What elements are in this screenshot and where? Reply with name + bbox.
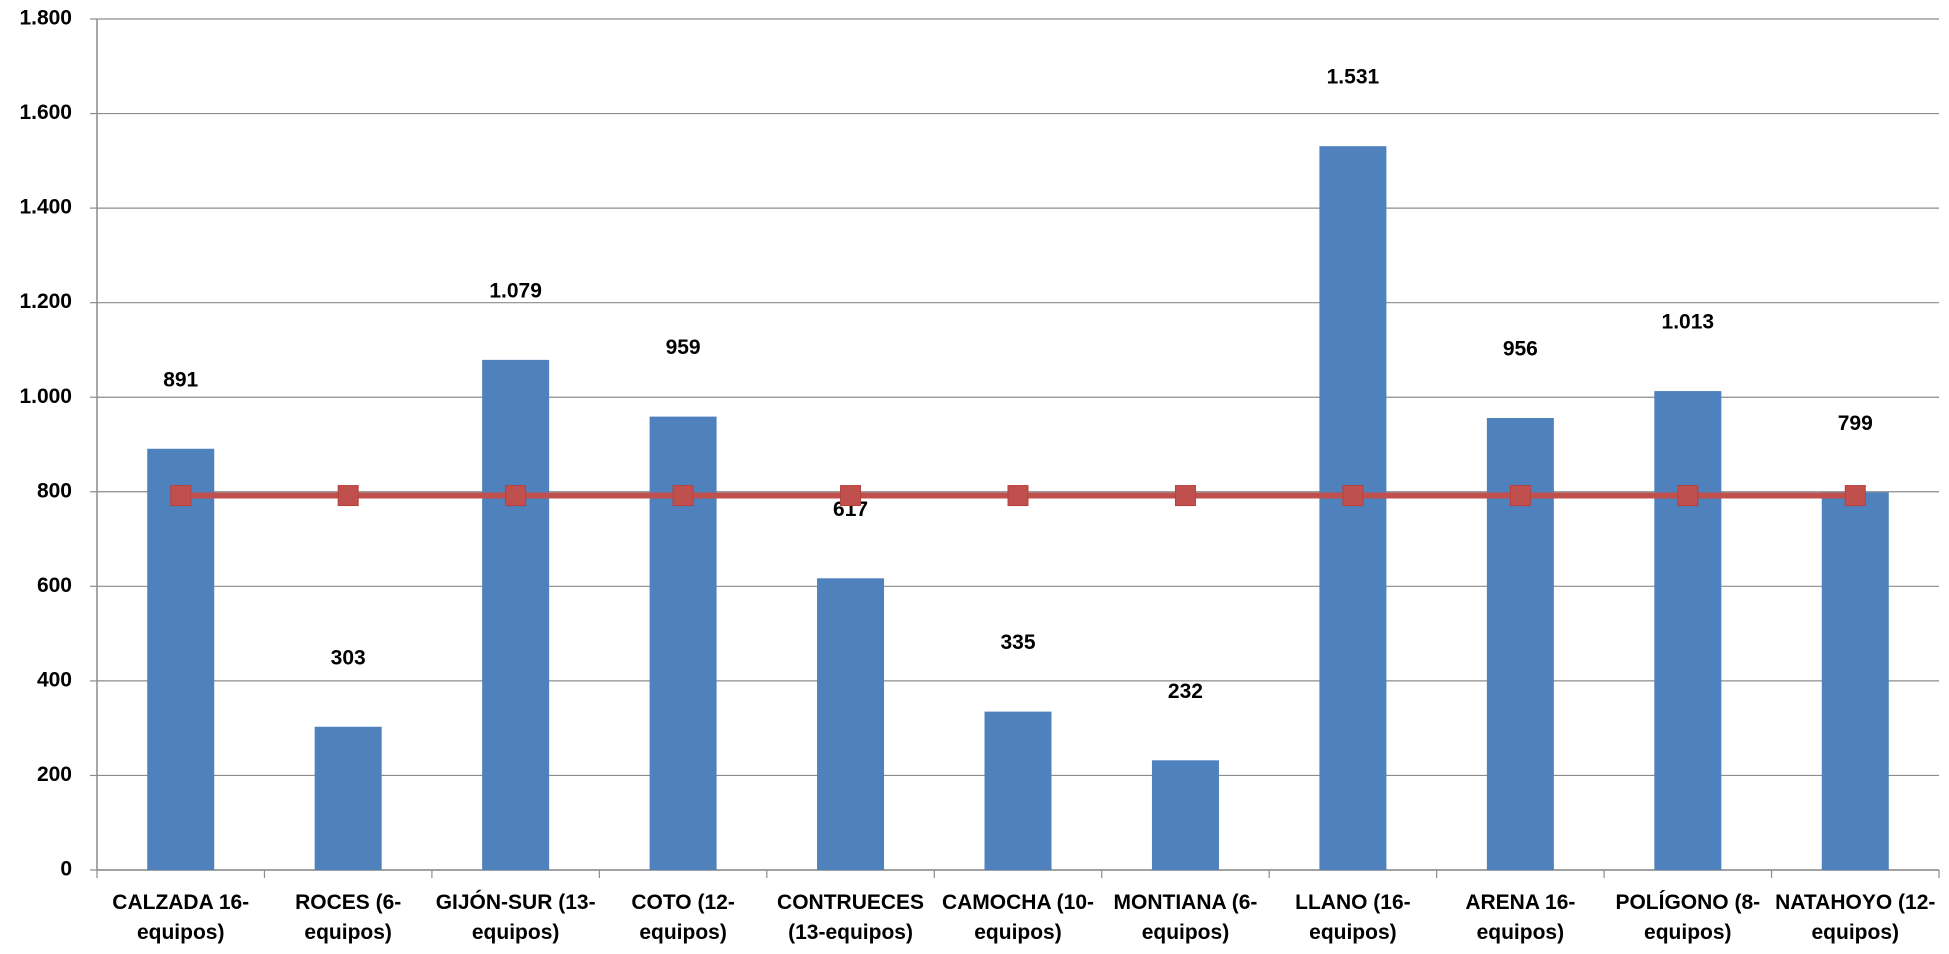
marker [1844, 485, 1866, 507]
y-tick-label: 0 [60, 858, 72, 881]
x-tick-label: LLANO (16-equipos) [1295, 891, 1411, 944]
value-label: 799 [1838, 412, 1873, 435]
x-tick-label: GIJÓN-SUR (13-equipos) [435, 891, 596, 944]
bar [1654, 391, 1722, 870]
x-tick-label: POLÍGONO (8-equipos) [1615, 891, 1761, 944]
bar [1821, 492, 1889, 870]
value-label: 232 [1168, 680, 1203, 703]
y-tick-label: 800 [37, 479, 72, 502]
x-tick-label: CAMOCHA (10-equipos) [941, 891, 1095, 944]
marker [672, 485, 694, 507]
marker [170, 485, 192, 507]
value-label: 303 [331, 646, 366, 669]
marker [1342, 485, 1364, 507]
y-tick-label: 600 [37, 574, 72, 597]
x-tick-label: CALZADA 16-equipos) [112, 891, 250, 944]
marker [1677, 485, 1699, 507]
y-tick-label: 1.200 [19, 290, 72, 313]
value-label: 1.531 [1327, 66, 1380, 89]
y-tick-label: 1.800 [19, 7, 72, 30]
y-tick-label: 1.400 [19, 196, 72, 219]
bar [314, 726, 382, 870]
x-tick-label: ARENA 16-equipos) [1465, 891, 1576, 944]
marker [1007, 485, 1029, 507]
marker [840, 485, 862, 507]
bar [1151, 760, 1219, 870]
value-label: 956 [1503, 338, 1538, 361]
bar [984, 711, 1052, 870]
x-tick-label: ROCES (6-equipos) [295, 891, 402, 944]
bar [649, 416, 717, 870]
bar [482, 359, 550, 870]
y-tick-label: 400 [37, 668, 72, 691]
x-tick-label: MONTIANA (6-equipos) [1113, 891, 1258, 944]
marker [337, 485, 359, 507]
bar [147, 448, 215, 870]
bar [817, 578, 885, 870]
bar [1319, 146, 1387, 870]
value-label: 1.079 [489, 279, 542, 302]
y-tick-label: 200 [37, 763, 72, 786]
y-tick-label: 1.000 [19, 385, 72, 408]
marker [1509, 485, 1531, 507]
marker [505, 485, 527, 507]
value-label: 335 [1000, 631, 1035, 654]
y-tick-label: 1.600 [19, 101, 72, 124]
marker [1174, 485, 1196, 507]
x-tick-label: CONTRUECES (13-equipos) [777, 891, 925, 944]
x-tick-label: COTO (12-equipos) [631, 891, 735, 944]
x-tick-label: NATAHOYO (12-equipos) [1775, 891, 1936, 944]
value-label: 959 [666, 336, 701, 359]
value-label: 1.013 [1662, 311, 1715, 334]
value-label: 891 [163, 368, 198, 391]
